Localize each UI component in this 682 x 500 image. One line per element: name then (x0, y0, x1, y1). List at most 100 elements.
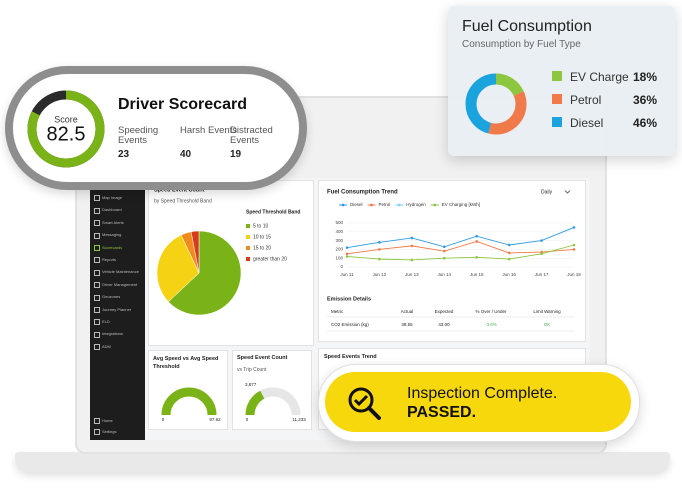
table-cell: 38.55 (401, 322, 413, 327)
x-tick-label: Jun 12 (373, 272, 387, 277)
legend-swatch (246, 257, 250, 261)
gauge-min: 0 (246, 417, 249, 422)
point (410, 236, 414, 240)
menu-item[interactable]: Dashboard (102, 207, 122, 213)
scorecard-title: Driver Scorecard (118, 96, 247, 113)
gauge-max: 11,233 (292, 417, 306, 422)
y-tick-label: 0 (340, 264, 343, 269)
menu-item[interactable]: Geozones (102, 294, 121, 300)
menu-item[interactable]: Reports (102, 256, 117, 262)
point (540, 252, 543, 256)
menu-item[interactable]: Journey Planner (102, 306, 132, 312)
legend-label: greater than 20 (253, 256, 287, 262)
menu-item[interactable]: Settings (102, 428, 117, 434)
legend-dot (370, 203, 373, 207)
legend-label: EV Charging [kWh] (442, 202, 480, 207)
chevron (564, 190, 571, 194)
pie-slice (156, 234, 200, 303)
card-subtitle: Consumption by Fuel Type (462, 39, 581, 50)
score-label: Score (54, 114, 78, 124)
menu-item[interactable]: ELD (102, 318, 110, 324)
x-tick-label: Jun 14 (438, 272, 452, 277)
table-header: Actual (401, 309, 414, 314)
menu-icon (94, 307, 100, 313)
point (442, 256, 446, 260)
gauge: 3,877 0 11,233 (245, 382, 306, 422)
menu-item[interactable]: ADM (102, 343, 111, 349)
table-header: Limit Warning (533, 309, 561, 314)
card-title: Fuel Consumption (462, 18, 592, 35)
donut-segment (465, 73, 527, 135)
menu-item[interactable]: Messaging (102, 232, 122, 238)
menu-item[interactable]: Vehicle Maintenance (102, 269, 139, 275)
legend-dot (397, 203, 401, 207)
menu-item[interactable]: Map Image (102, 194, 123, 200)
score-value: 82.5 (47, 123, 86, 145)
x-tick-label: Jun 18 (567, 272, 581, 277)
badge: Inspection Complete. PASSED. (318, 364, 640, 442)
menu-item[interactable]: Home (102, 417, 113, 423)
panel-title: Speed Events Trend (324, 354, 377, 360)
gauge-min: 0 (162, 417, 165, 422)
x-tick-label: Jun 15 (470, 272, 484, 277)
legend-dot (341, 203, 345, 207)
gauge-max: 97.62 (209, 417, 221, 422)
panel-subtitle: vs Trip Count (237, 367, 267, 373)
stat-value: 19 (230, 149, 242, 160)
menu-item[interactable]: Driver Management (102, 281, 138, 287)
menu-item[interactable]: Scorecards (102, 244, 123, 250)
badge-line1: Inspection Complete. (407, 385, 558, 402)
gauge-track (161, 387, 217, 416)
legend-label: Petrol (570, 93, 602, 107)
series-line (346, 226, 575, 249)
legend-swatch (552, 94, 562, 104)
stat-value: 40 (180, 149, 192, 160)
table-cell: CO2 Emission (kg) (331, 322, 369, 327)
point (572, 248, 576, 251)
stat-label: Distracted Events (230, 125, 273, 146)
point (442, 249, 446, 253)
speed-event-panel: Speed Event Count by Speed Threshold Ban… (148, 180, 314, 346)
y-tick-label: 300 (335, 238, 343, 243)
legend-label: Petrol (379, 202, 391, 207)
point (410, 244, 414, 248)
laptop-base (15, 452, 670, 472)
panel-title: Speed Event Count (237, 355, 288, 361)
menu-icon (94, 195, 100, 202)
table-header: Expected (435, 309, 454, 314)
fuel-trend-panel: Fuel Consumption Trend Daily Emission De… (318, 180, 586, 342)
menu-icon (94, 418, 100, 424)
legend-label: 15 to 20 (253, 245, 271, 251)
legend-value: 18% (632, 70, 657, 84)
menu-icon (94, 257, 100, 264)
legend-title: Speed Threshold Band (246, 209, 300, 215)
score-ring: Score 82.5 (27, 90, 105, 168)
table-title: Emission Details (327, 296, 371, 302)
fuel-card: Fuel Consumption Consumption by Fuel Typ… (448, 6, 675, 156)
menu-icon (94, 245, 100, 251)
point (475, 234, 479, 238)
panel-title: Speed Event Count (154, 187, 205, 193)
score-arc (27, 90, 105, 168)
y-tick-label: 500 (335, 220, 343, 225)
period-select[interactable]: Daily (541, 189, 553, 195)
stat-label: Harsh Events (180, 125, 238, 136)
menu-item[interactable]: Smart Alerts (102, 219, 124, 225)
donut-chart (465, 73, 527, 135)
point (378, 248, 381, 251)
point (410, 258, 414, 262)
menu-item[interactable]: Integrations (102, 331, 123, 337)
legend-swatch (246, 246, 250, 250)
legend-label: 5 to 10 (253, 223, 269, 229)
menu-icon (94, 344, 100, 351)
panel-subtitle: by Speed Threshold Band (154, 198, 212, 204)
stat-label: Speeding Events (118, 125, 159, 146)
gauge-panel: Avg Speed vs Avg Speed Threshold 0 97.62 (148, 350, 228, 430)
pie-slice (168, 230, 242, 316)
point (475, 256, 479, 259)
gauge-arc (245, 390, 265, 416)
point (475, 240, 479, 243)
menu-icon (94, 207, 100, 214)
scorecard: Score 82.5 Driver Scorecard Speeding Eve… (5, 66, 307, 190)
